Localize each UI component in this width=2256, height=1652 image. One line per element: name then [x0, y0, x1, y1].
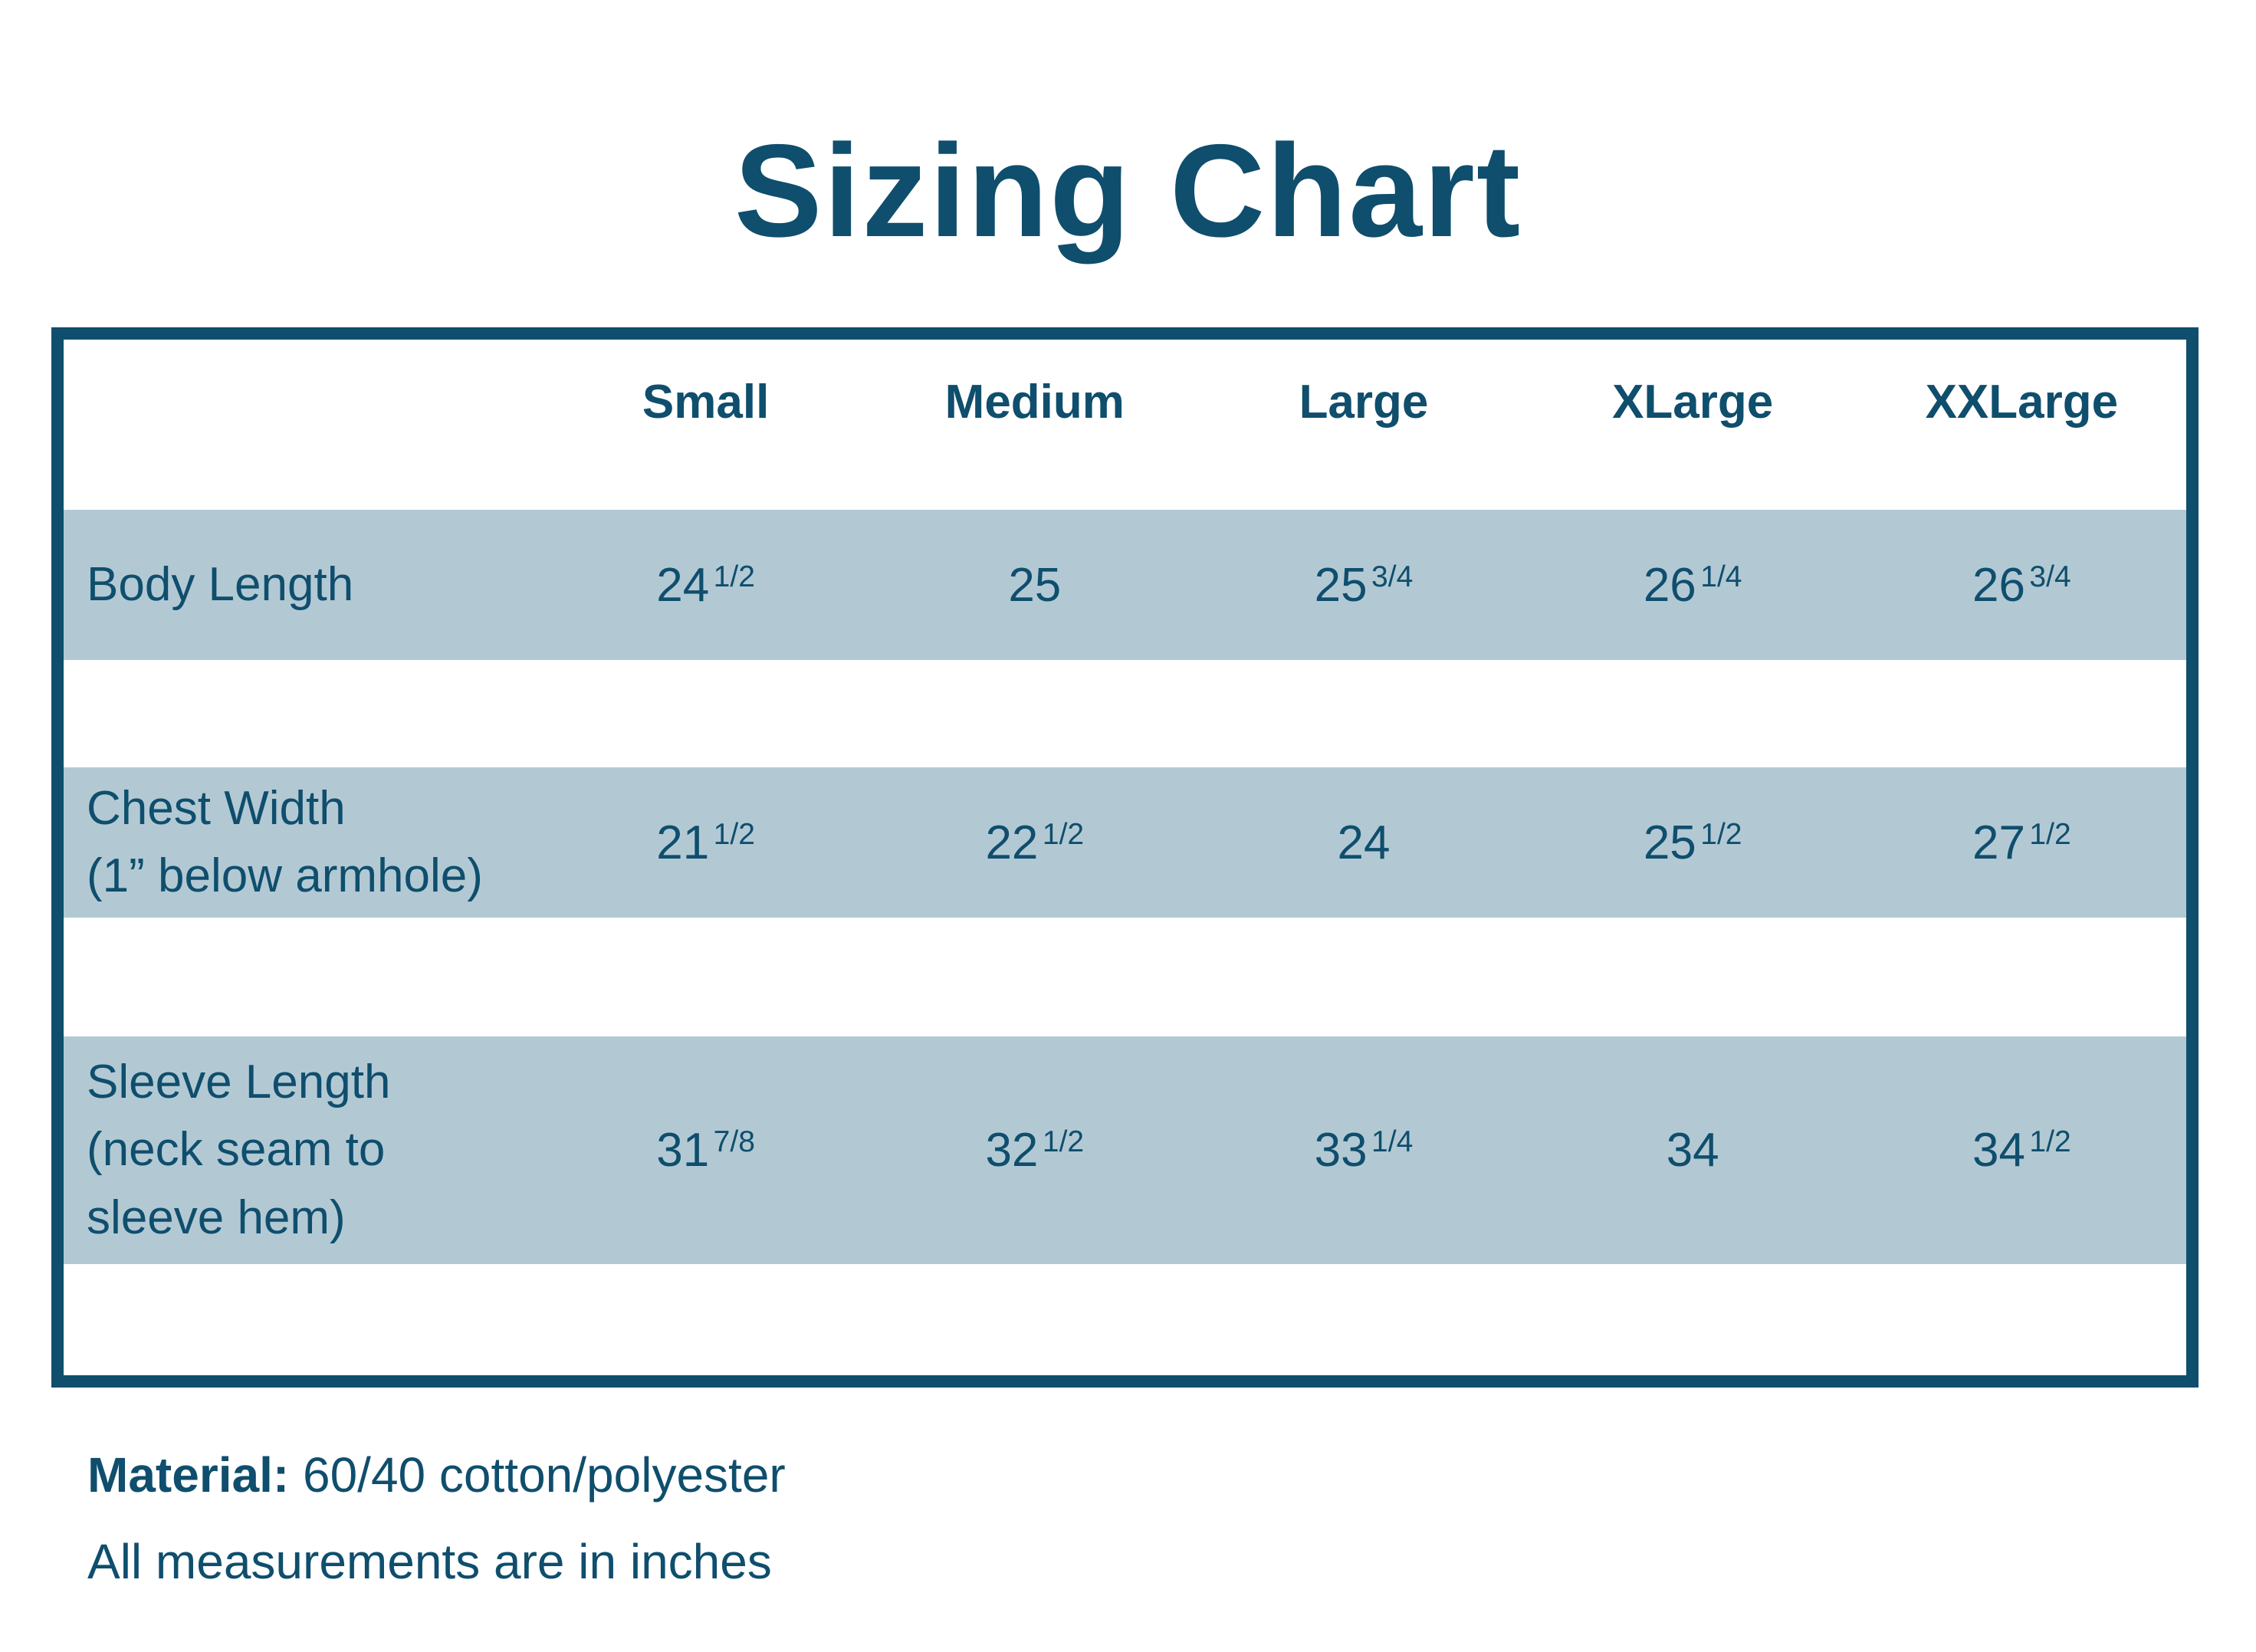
- measurement-value: 25 3/4: [1314, 558, 1414, 612]
- measurement-value: 25: [1008, 558, 1062, 612]
- footer-notes: Material: 60/40 cotton/polyester All mea…: [87, 1432, 786, 1605]
- measurement-value: 34: [1666, 1124, 1719, 1177]
- row-label: Body Length: [87, 557, 354, 611]
- measurement-value: 34 1/2: [1972, 1124, 2071, 1177]
- table-row: Sleeve Length (neck seam to sleeve hem) 31 7…: [64, 1036, 2186, 1264]
- fraction-superscript: 1/4: [1371, 1125, 1414, 1159]
- measurement-value: 33 1/4: [1314, 1124, 1414, 1177]
- sizing-table: Small Medium Large XLarge XXLarge Body Lengt…: [51, 327, 2199, 1388]
- measurement-value: 26 3/4: [1972, 558, 2071, 612]
- column-header-xxlarge: XXLarge: [1925, 375, 2119, 429]
- fraction-superscript: 1/2: [713, 817, 755, 851]
- fraction-superscript: 3/4: [1371, 560, 1414, 593]
- column-header-xlarge: XLarge: [1612, 375, 1774, 429]
- fraction-superscript: 1/2: [713, 560, 755, 593]
- fraction-superscript: 1/2: [1042, 817, 1085, 851]
- page-title: Sizing Chart: [734, 117, 1522, 264]
- column-header-large: Large: [1299, 375, 1429, 429]
- measurement-value: 21 1/2: [656, 816, 755, 869]
- fraction-superscript: 1/4: [1700, 560, 1742, 593]
- measurement-value: 27 1/2: [1972, 816, 2071, 869]
- fraction-superscript: 1/2: [2029, 817, 2071, 851]
- material-line: Material: 60/40 cotton/polyester: [87, 1432, 786, 1519]
- measurement-value: 22 1/2: [985, 816, 1085, 869]
- measurement-value: 24 1/2: [656, 558, 755, 612]
- measurement-note: All measurements are in inches: [87, 1534, 772, 1589]
- table-row: Chest Width (1” below armhole) 21 1/2 22 1/2 2…: [64, 767, 2186, 918]
- row-label: Sleeve Length (neck seam to sleeve hem): [87, 1056, 391, 1244]
- fraction-superscript: 1/2: [1700, 817, 1742, 851]
- material-value: 60/40 cotton/polyester: [302, 1447, 786, 1503]
- table-row: Body Length 24 1/2 25 25 3/4 26 1/4 26 3/4: [64, 510, 2186, 660]
- fraction-superscript: 3/4: [2029, 560, 2071, 593]
- column-header-medium: Medium: [944, 375, 1125, 429]
- material-label: Material:: [87, 1447, 290, 1503]
- column-header-small: Small: [642, 375, 770, 429]
- fraction-superscript: 1/2: [2029, 1125, 2071, 1159]
- header-spacer: [64, 402, 541, 448]
- row-label: Chest Width (1” below armhole): [87, 781, 483, 902]
- fraction-superscript: 1/2: [1042, 1125, 1085, 1159]
- measurement-value: 31 7/8: [656, 1124, 755, 1177]
- measurement-value: 32 1/2: [985, 1124, 1085, 1177]
- fraction-superscript: 7/8: [713, 1125, 755, 1159]
- table-body: Body Length 24 1/2 25 25 3/4 26 1/4 26 3/4 Chest W…: [64, 510, 2186, 1264]
- measurement-value: 26 1/4: [1643, 558, 1742, 612]
- table-header-row: Small Medium Large XLarge XXLarge: [64, 340, 2186, 510]
- measurement-value: 24: [1337, 816, 1391, 869]
- measurement-value: 25 1/2: [1643, 816, 1742, 869]
